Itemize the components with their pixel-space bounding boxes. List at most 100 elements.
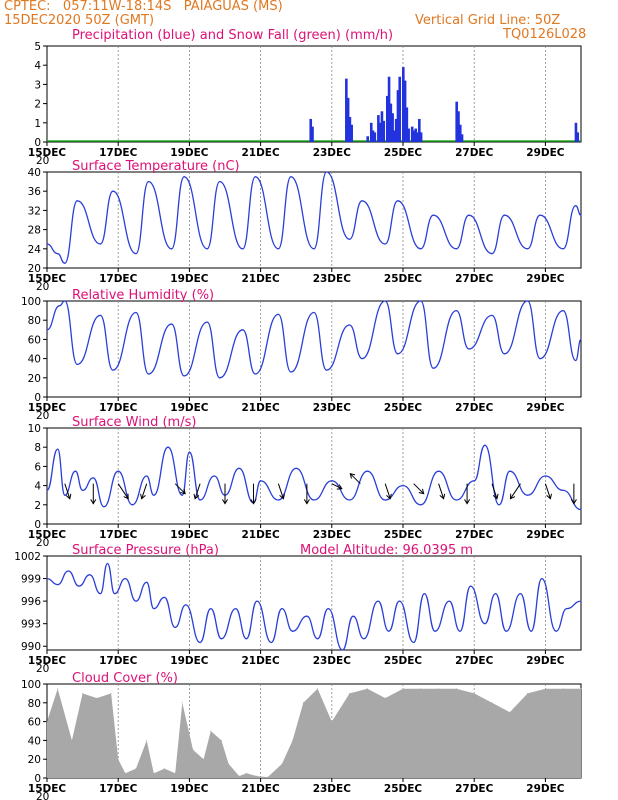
pressure-point <box>281 608 283 610</box>
pressure-point <box>555 630 557 632</box>
wind-point <box>484 444 486 446</box>
wind-arrow-head <box>349 472 356 479</box>
pressure-series-line <box>46 562 582 651</box>
pressure-point <box>174 626 176 629</box>
precip-bar <box>348 117 352 142</box>
wind-arrow <box>544 483 551 499</box>
pressure-point <box>199 641 201 644</box>
rh-panel: 15DEC 17DEC 19DEC 21DEC 23DEC 25DEC 27DEC 29DEC… <box>21 288 582 422</box>
pressure-point <box>566 608 568 610</box>
cloud-cover-point <box>117 758 119 760</box>
precip-bar <box>396 90 400 142</box>
rh-xtick-clipped: 20 <box>36 410 49 422</box>
wind-point <box>238 467 240 469</box>
rh-point <box>183 375 185 377</box>
wind-ytick-label: 8 <box>34 442 41 454</box>
wind-point <box>366 470 368 472</box>
cloud-cover-area <box>47 688 581 778</box>
rh-point <box>361 358 363 360</box>
cloud-cover-point <box>267 776 269 778</box>
temp-point <box>527 248 529 250</box>
wind-xtick-label: 27DEC <box>455 529 494 541</box>
precip-bar <box>373 132 377 142</box>
wind-arrow <box>510 483 521 499</box>
cloud-cover-point <box>302 702 304 704</box>
wind-point <box>402 485 404 487</box>
precip-bar <box>416 132 419 142</box>
cloud-cover-point <box>210 730 212 732</box>
precip-bar <box>387 76 391 142</box>
rh-point <box>135 311 137 314</box>
precip-bar <box>457 111 460 142</box>
cloud-cover-point <box>245 772 247 774</box>
pressure-point <box>398 600 401 602</box>
wind-xtick-label: 17DEC <box>99 529 138 541</box>
cloud-cover-point <box>46 721 48 723</box>
rh-ytick-label: 40 <box>28 354 41 366</box>
wind-arrow-head <box>492 493 499 500</box>
wind-point <box>438 470 440 472</box>
wind-arrow <box>277 483 284 499</box>
rh-point <box>147 373 150 375</box>
rh-xtick-label: 15DEC <box>28 402 67 414</box>
wind-point <box>181 494 183 496</box>
pressure-point <box>256 600 258 602</box>
pressure-point <box>505 630 507 632</box>
wind-point <box>153 494 155 496</box>
cloud-xtick-label: 23DEC <box>313 783 352 795</box>
precip-bar <box>455 101 458 142</box>
precip-ytick-label: 1 <box>34 118 41 130</box>
temp-point <box>183 176 185 178</box>
cloud-cover-point <box>135 768 137 770</box>
temp-ytick-label: 24 <box>28 244 42 256</box>
rh-point <box>325 369 328 371</box>
pressure-point <box>292 630 294 632</box>
cloud-ytick-label: 100 <box>21 679 41 691</box>
rh-point <box>64 300 66 302</box>
wind-point <box>82 489 84 491</box>
rh-xtick-label: 19DEC <box>170 402 209 414</box>
cloud-cover-point <box>544 688 546 690</box>
cloud-ytick-label: 40 <box>28 735 41 747</box>
rh-point <box>397 353 399 355</box>
station-header: CPTEC: 057:11W-18:14S PAIAGUAS (MS) <box>4 0 283 14</box>
wind-point <box>103 506 105 508</box>
rh-xtick-label: 27DEC <box>455 402 494 414</box>
precip-bar <box>458 124 462 142</box>
rh-series-line <box>46 300 582 379</box>
wind-point <box>260 480 262 482</box>
temp-frame <box>46 171 582 269</box>
cloud-xtick-label: 29DEC <box>526 783 565 795</box>
wind-arrow-head <box>336 484 343 490</box>
rh-ytick-label: 60 <box>28 334 41 346</box>
cloud-cover-point <box>438 688 440 690</box>
cloud-cover-point <box>163 768 165 770</box>
wind-point <box>349 499 351 501</box>
cloud-cover-point <box>181 702 183 704</box>
wind-arrow-head <box>221 499 229 505</box>
temp-point <box>468 214 470 216</box>
wind-arrow-head <box>303 499 310 505</box>
temp-point <box>219 181 221 183</box>
wind-xtick-clipped: 20 <box>36 537 49 549</box>
cloud-cover-point <box>174 772 176 774</box>
rh-point <box>254 373 256 375</box>
temp-point <box>64 262 66 264</box>
wind-arrow-head <box>386 493 392 500</box>
wind-point <box>384 499 386 501</box>
wind-arrow-head <box>418 488 425 495</box>
pressure-point <box>124 577 126 580</box>
cloud-cover-point <box>317 688 319 690</box>
wind-point <box>57 448 59 450</box>
wind-xtick-label: 15DEC <box>28 529 67 541</box>
temp-point <box>290 176 292 178</box>
rh-xtick-label: 21DEC <box>241 402 280 414</box>
wind-arrow-head <box>123 493 129 500</box>
wind-point <box>146 475 148 477</box>
pressure-point <box>377 600 379 602</box>
rh-point <box>58 305 61 307</box>
temp-xtick-label: 21DEC <box>241 273 280 285</box>
pressure-point <box>78 585 80 587</box>
cloud-cover-point <box>228 763 230 765</box>
wind-arrow <box>117 483 129 499</box>
